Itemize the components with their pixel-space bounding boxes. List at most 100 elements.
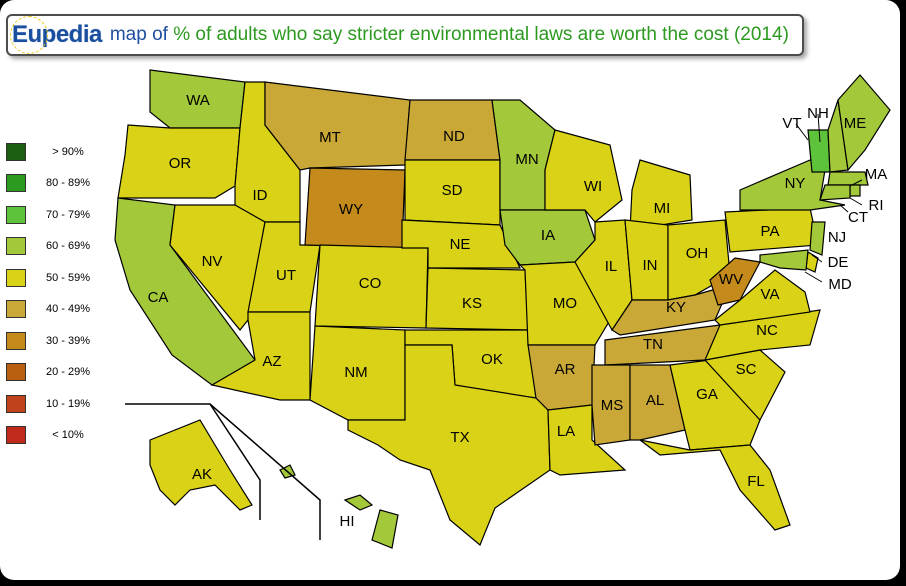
state-label-mo: MO [553,295,577,312]
state-label-md: MD [828,276,851,293]
legend-item: 20 - 29% [6,357,98,389]
alaska-hawaii-divider-2 [209,403,261,520]
state-label-nm: NM [344,364,367,381]
states-layer [114,69,891,549]
legend-item: 60 - 69% [6,231,98,263]
state-label-ar: AR [555,361,576,378]
state-label-ut: UT [276,267,296,284]
state-label-ne: NE [450,236,471,253]
state-label-ct: CT [848,209,868,226]
state-label-pa: PA [761,223,780,240]
state-label-ga: GA [696,386,718,403]
state-label-nj: NJ [828,229,846,246]
state-md [759,249,809,271]
state-label-ca: CA [148,289,169,306]
legend-swatch [6,363,26,382]
legend-swatch [6,300,26,319]
state-label-il: IL [605,258,618,275]
state-ky [611,284,732,336]
legend-label: < 10% [52,429,84,442]
legend-label: 40 - 49% [45,303,91,316]
map-title: map of % of adults who say stricter envi… [110,24,789,46]
state-label-fl: FL [747,473,765,490]
state-az [210,311,311,401]
state-label-va: VA [761,286,780,303]
state-label-sc: SC [736,361,757,378]
legend-label: > 90% [52,145,84,158]
state-label-tx: TX [450,429,469,446]
title-topic: % of adults who say stricter environment… [173,24,789,45]
legend-swatch [6,142,26,161]
state-label-wy: WY [339,201,363,218]
state-labels: WA OR CA ID NV UT AZ MT WY CO NM ND SD NE KS OK TX MN IA MO… [148,92,888,530]
legend-item: < 10% [6,420,98,452]
state-label-mt: MT [319,129,341,146]
legend-label: 30 - 39% [45,334,91,347]
state-label-ia: IA [541,227,555,244]
state-label-wa: WA [186,92,210,109]
state-ak [149,419,253,511]
state-label-ny: NY [785,175,806,192]
title-prefix: map of [109,24,174,45]
legend-swatch [6,174,26,193]
legend-item: 30 - 39% [6,325,98,357]
legend-label: 50 - 59% [45,271,91,284]
state-label-ak: AK [192,466,212,483]
state-ma [827,171,869,186]
state-label-id: ID [253,187,268,204]
callout-lines [125,403,321,540]
legend-item: 10 - 19% [6,388,98,420]
state-ms [591,364,631,446]
state-label-de: DE [828,254,849,271]
state-label-co: CO [359,275,382,292]
legend-swatch [6,426,26,445]
state-label-al: AL [646,392,664,409]
state-mi [629,159,693,231]
state-label-sd: SD [442,182,463,199]
state-vt [807,129,831,173]
state-nj [809,221,826,256]
state-label-hi: HI [340,513,355,530]
state-label-nc: NC [756,322,778,339]
state-label-az: AZ [262,353,281,370]
legend-swatch [6,394,26,413]
state-label-vt: VT [782,115,801,132]
legend-label: 20 - 29% [45,366,91,379]
state-label-ks: KS [462,295,482,312]
state-label-ma: MA [865,166,888,183]
state-tx [347,344,551,546]
state-fl [639,439,791,531]
state-label-ri: RI [869,197,884,214]
legend-label: 80 - 89% [45,177,91,190]
alaska-hawaii-divider [125,403,321,540]
state-hi [279,464,399,549]
legend-swatch [6,237,26,256]
state-ri [849,184,861,197]
legend-swatch [6,268,26,287]
state-ct [819,184,851,201]
legend-label: 10 - 19% [45,397,91,410]
state-label-nh: NH [807,105,829,122]
legend-label: 60 - 69% [45,240,91,253]
legend: > 90% 80 - 89% 70 - 79% 60 - 69% 50 - 59% 40 … [6,136,98,451]
legend-item: > 90% [6,136,98,168]
state-label-wv: WV [719,271,743,288]
legend-item: 70 - 79% [6,199,98,231]
legend-label: 70 - 79% [45,208,91,221]
state-label-in: IN [643,257,658,274]
state-label-nd: ND [443,128,465,145]
legend-swatch [6,205,26,224]
state-label-or: OR [169,155,192,172]
legend-item: 40 - 49% [6,294,98,326]
label-leaders [795,113,863,283]
state-label-ky: KY [666,299,686,316]
state-label-mi: MI [654,200,671,217]
state-label-ms: MS [601,397,624,414]
state-label-ok: OK [481,351,503,368]
state-label-oh: OH [686,245,709,262]
state-label-wi: WI [584,178,602,195]
state-label-nv: NV [202,253,223,270]
legend-swatch [6,331,26,350]
